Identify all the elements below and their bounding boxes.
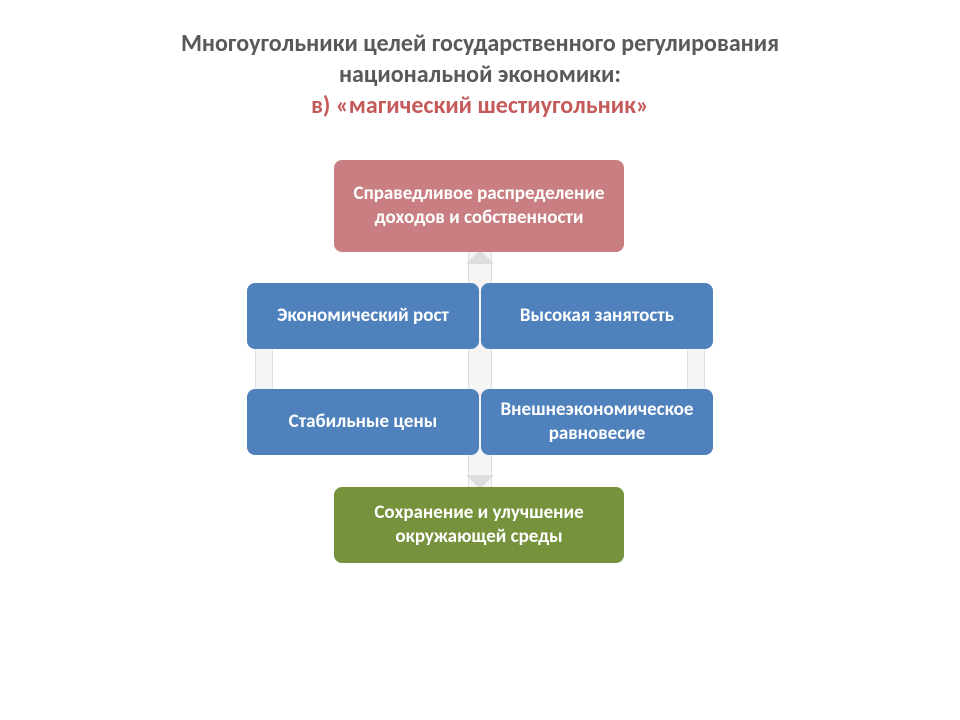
connector-left-vertical (255, 349, 273, 389)
box-external-balance: Внешнеэкономическое равновесие (481, 389, 713, 455)
box-economic-growth: Экономический рост (247, 283, 479, 349)
box-stable-prices: Стабильные цены (247, 389, 479, 455)
box-bottom-environment: Сохранение и улучшение окружающей среды (334, 487, 624, 563)
hexagon-diagram: Справедливое распределение доходов и соб… (0, 0, 960, 720)
box-high-employment: Высокая занятость (481, 283, 713, 349)
arrow-up-icon (466, 250, 494, 264)
connector-right-vertical (687, 349, 705, 389)
box-top-fair-distribution: Справедливое распределение доходов и соб… (334, 160, 624, 252)
